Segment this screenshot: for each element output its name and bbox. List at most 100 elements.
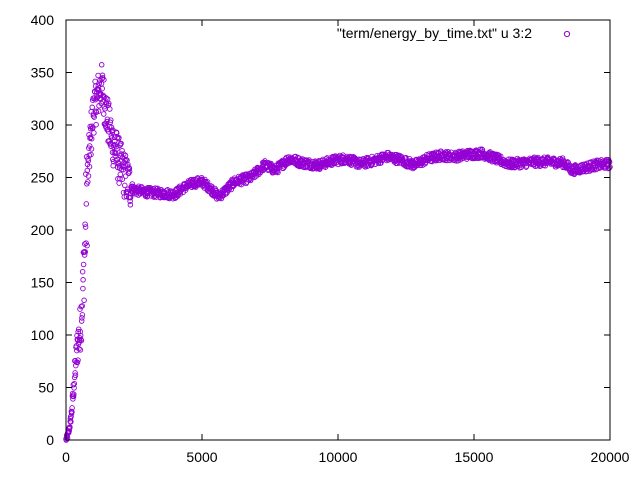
- data-point: [64, 435, 71, 442]
- data-point: [97, 92, 104, 99]
- data-point: [85, 179, 91, 185]
- data-point: [112, 150, 119, 157]
- data-point: [71, 380, 78, 387]
- data-point: [75, 328, 81, 335]
- data-point: [82, 249, 89, 255]
- data-point: [71, 391, 77, 398]
- data-point: [126, 165, 133, 172]
- data-point: [98, 62, 105, 68]
- data-point: [87, 134, 94, 141]
- data-point: [275, 169, 281, 176]
- data-point: [127, 202, 134, 208]
- data-point: [86, 163, 93, 170]
- data-point: [78, 303, 84, 310]
- data-point: [75, 357, 81, 363]
- data-point: [126, 168, 133, 175]
- data-point: [79, 268, 86, 275]
- data-point: [204, 179, 211, 185]
- y-tick-label: 300: [31, 117, 55, 133]
- data-point: [76, 346, 82, 352]
- data-point: [223, 191, 229, 197]
- data-point: [90, 113, 97, 119]
- data-point: [82, 221, 88, 227]
- x-axis: 0 5000 10000 15000 20000: [62, 20, 630, 465]
- data-point: [77, 332, 84, 339]
- y-tick-label: 100: [31, 327, 55, 343]
- data-point: [118, 140, 124, 147]
- y-tick-label: 350: [31, 65, 55, 81]
- data-point: [67, 424, 73, 430]
- y-tick-label: 0: [46, 432, 54, 448]
- data-point: [127, 198, 133, 204]
- data-point: [79, 303, 85, 309]
- data-point: [116, 134, 122, 141]
- data-point: [111, 138, 118, 145]
- data-point: [70, 393, 77, 400]
- legend-label: "term/energy_by_time.txt" u 3:2: [337, 25, 532, 41]
- data-point: [85, 173, 92, 179]
- x-tick-label: 5000: [186, 449, 217, 465]
- x-tick-label: 10000: [319, 449, 358, 465]
- data-point: [109, 135, 115, 141]
- data-point: [78, 318, 85, 324]
- data-point: [108, 117, 114, 123]
- data-point: [117, 141, 124, 147]
- data-point: [80, 285, 86, 292]
- data-point: [93, 121, 99, 128]
- y-axis: 0 50 100 150 200 250 300 350 400: [31, 12, 610, 448]
- data-point: [81, 297, 87, 304]
- x-tick-label: 20000: [591, 449, 630, 465]
- x-tick-label: 0: [62, 449, 70, 465]
- data-point: [119, 176, 126, 182]
- data-point: [85, 158, 92, 164]
- data-point: [117, 171, 124, 178]
- y-tick-label: 150: [31, 275, 55, 291]
- data-point: [606, 158, 612, 165]
- data-point: [77, 328, 83, 335]
- data-point: [123, 156, 129, 163]
- data-point: [104, 116, 111, 122]
- y-tick-label: 250: [31, 170, 55, 186]
- data-point: [67, 415, 74, 422]
- data-point: [122, 182, 128, 189]
- data-point: [218, 195, 225, 202]
- data-point: [72, 372, 79, 379]
- y-tick-label: 50: [38, 380, 54, 396]
- data-point: [88, 151, 94, 158]
- data-point: [88, 146, 95, 152]
- data-point: [121, 151, 127, 157]
- data-points: [63, 62, 613, 443]
- data-point: [460, 155, 466, 162]
- data-point: [122, 152, 129, 159]
- data-point: [82, 224, 89, 230]
- data-point: [70, 382, 77, 388]
- data-point: [122, 173, 129, 179]
- data-point: [77, 347, 84, 353]
- data-point: [114, 145, 120, 152]
- data-point: [69, 409, 75, 415]
- data-point: [66, 428, 72, 434]
- data-point: [68, 419, 74, 425]
- data-point: [96, 80, 103, 86]
- data-point: [606, 165, 613, 171]
- data-point: [81, 252, 88, 258]
- data-point: [107, 119, 114, 126]
- data-point: [91, 114, 97, 120]
- legend: "term/energy_by_time.txt" u 3:2: [337, 25, 571, 41]
- data-point: [91, 130, 97, 136]
- y-tick-label: 200: [31, 222, 55, 238]
- data-point: [69, 405, 75, 411]
- data-point: [79, 312, 86, 318]
- data-point: [505, 156, 512, 162]
- data-point: [100, 111, 107, 117]
- data-point: [84, 242, 90, 249]
- data-point: [101, 77, 107, 83]
- data-point: [89, 104, 95, 111]
- data-point: [72, 370, 78, 376]
- y-tick-label: 400: [31, 12, 55, 28]
- data-point: [83, 201, 90, 207]
- data-point: [593, 166, 599, 173]
- data-point: [107, 106, 113, 112]
